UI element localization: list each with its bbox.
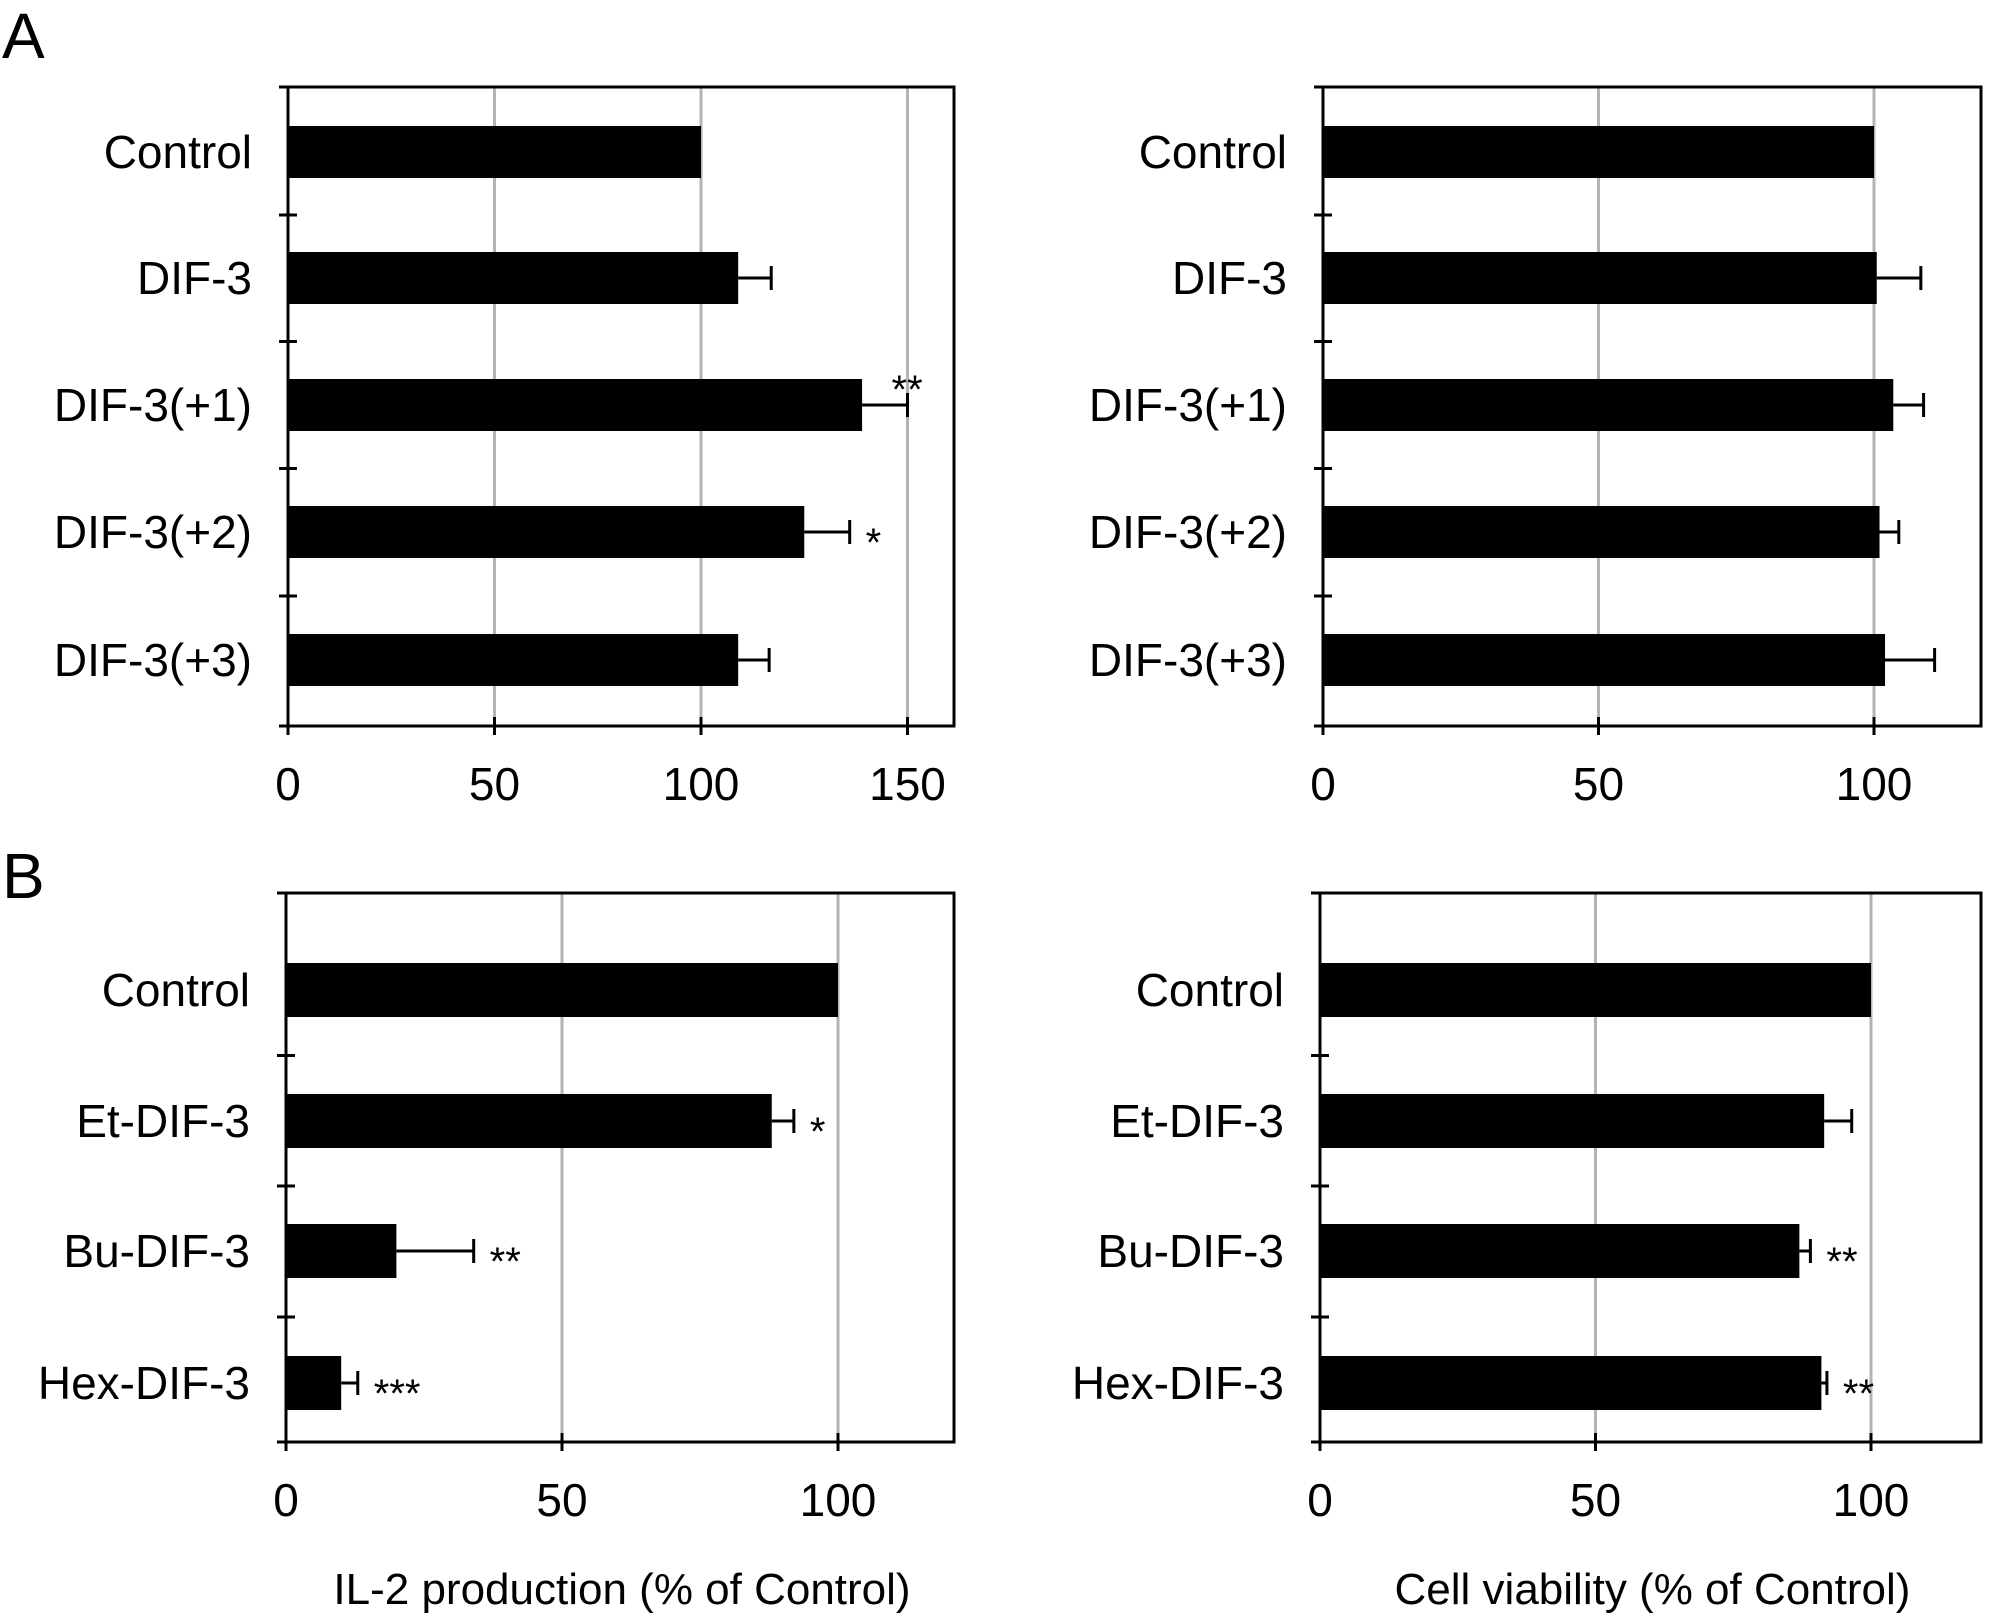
x-axis-title: Cell viability (% of Control) <box>1395 1565 1911 1614</box>
bar <box>288 506 805 558</box>
bar <box>1323 252 1877 304</box>
category-label: Control <box>1139 126 1287 178</box>
x-tick-label: 100 <box>1833 1474 1910 1526</box>
bar <box>1320 1094 1825 1148</box>
x-tick-label: 100 <box>663 758 740 810</box>
bar <box>1320 1356 1822 1410</box>
bar <box>1323 506 1880 558</box>
x-tick-label: 50 <box>536 1474 587 1526</box>
x-tick-label: 50 <box>469 758 520 810</box>
x-axis-title: IL-2 production (% of Control) <box>333 1565 910 1614</box>
chart-b-il2: 0 50 100 Control Et-DIF-3 * Bu-DIF-3 ** Hex-DIF-… <box>38 891 956 1614</box>
x-tick-label: 0 <box>1310 758 1336 810</box>
category-label: Control <box>102 964 250 1016</box>
significance-marker: ** <box>1843 1372 1874 1416</box>
panel-label-a: A <box>2 0 45 72</box>
category-label: Hex-DIF-3 <box>38 1357 250 1409</box>
category-label: DIF-3(+3) <box>1089 634 1287 686</box>
bar <box>288 252 739 304</box>
significance-marker: ** <box>892 368 923 412</box>
bar <box>288 634 739 686</box>
bar <box>1320 963 1871 1017</box>
bar <box>1323 126 1874 178</box>
category-label: DIF-3(+3) <box>54 634 252 686</box>
chart-a-viability: 0 50 100 Control DIF-3 DIF-3(+1) DIF-3(+2) DIF-… <box>1089 85 1983 810</box>
x-tick-label: 0 <box>1307 1474 1333 1526</box>
x-tick-label: 0 <box>273 1474 299 1526</box>
category-label: DIF-3(+1) <box>54 379 252 431</box>
significance-marker: ** <box>490 1240 521 1284</box>
panel-label-b: B <box>2 840 45 912</box>
bar <box>286 1224 397 1278</box>
chart-a-il2: 0 50 100 150 Control DIF-3 DIF-3(+1) ** DIF-3(+2… <box>54 85 956 810</box>
significance-marker: ** <box>1826 1240 1857 1284</box>
x-tick-label: 50 <box>1570 1474 1621 1526</box>
significance-marker: * <box>866 521 882 565</box>
category-label: DIF-3(+2) <box>54 506 252 558</box>
plot-frame <box>1318 891 1983 1444</box>
bar <box>288 379 863 431</box>
bar <box>1323 634 1886 686</box>
category-label: DIF-3(+2) <box>1089 506 1287 558</box>
category-label: Hex-DIF-3 <box>1072 1357 1284 1409</box>
significance-marker: *** <box>374 1372 421 1416</box>
category-label: DIF-3 <box>137 252 252 304</box>
bar <box>286 1356 342 1410</box>
x-tick-label: 100 <box>1836 758 1913 810</box>
x-tick-label: 0 <box>275 758 301 810</box>
x-tick-label: 150 <box>869 758 946 810</box>
category-label: Control <box>104 126 252 178</box>
category-label: Bu-DIF-3 <box>63 1225 250 1277</box>
category-label: Control <box>1136 964 1284 1016</box>
x-tick-label: 100 <box>800 1474 877 1526</box>
significance-marker: * <box>810 1110 826 1154</box>
category-label: Et-DIF-3 <box>76 1095 250 1147</box>
bar <box>286 963 838 1017</box>
bar <box>288 126 701 178</box>
category-label: Et-DIF-3 <box>1110 1095 1284 1147</box>
bar <box>286 1094 772 1148</box>
plot-frame <box>284 891 956 1444</box>
x-tick-label: 50 <box>1573 758 1624 810</box>
bar <box>1320 1224 1800 1278</box>
bar <box>1323 379 1894 431</box>
category-label: Bu-DIF-3 <box>1097 1225 1284 1277</box>
chart-b-viability: 0 50 100 Control Et-DIF-3 Bu-DIF-3 ** Hex-DIF-3… <box>1072 891 1983 1614</box>
category-label: DIF-3 <box>1172 252 1287 304</box>
category-label: DIF-3(+1) <box>1089 379 1287 431</box>
